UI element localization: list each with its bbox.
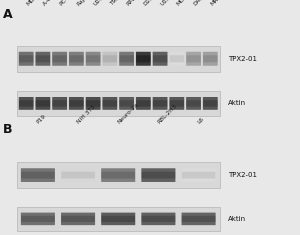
- Text: TPX2-01: TPX2-01: [228, 172, 257, 178]
- FancyBboxPatch shape: [61, 213, 95, 225]
- FancyBboxPatch shape: [21, 172, 55, 179]
- FancyBboxPatch shape: [136, 97, 151, 110]
- FancyBboxPatch shape: [203, 100, 218, 107]
- FancyBboxPatch shape: [169, 97, 184, 110]
- FancyBboxPatch shape: [142, 216, 175, 222]
- Text: RPE1: RPE1: [126, 0, 140, 7]
- FancyBboxPatch shape: [21, 216, 55, 222]
- FancyBboxPatch shape: [203, 97, 218, 110]
- FancyBboxPatch shape: [136, 52, 151, 66]
- Text: Raji: Raji: [76, 0, 87, 7]
- FancyBboxPatch shape: [169, 52, 184, 66]
- FancyBboxPatch shape: [69, 100, 83, 107]
- Text: PC-3: PC-3: [59, 0, 72, 7]
- Text: P19: P19: [36, 113, 47, 125]
- Text: DAOY: DAOY: [193, 0, 208, 7]
- FancyBboxPatch shape: [52, 100, 67, 107]
- FancyBboxPatch shape: [19, 55, 33, 62]
- Text: A-431: A-431: [42, 0, 58, 7]
- Text: D283: D283: [142, 0, 157, 7]
- FancyBboxPatch shape: [86, 52, 101, 66]
- FancyBboxPatch shape: [182, 213, 216, 225]
- FancyBboxPatch shape: [119, 52, 134, 66]
- FancyBboxPatch shape: [182, 216, 215, 222]
- FancyBboxPatch shape: [17, 162, 220, 188]
- Text: L6: L6: [196, 116, 205, 125]
- FancyBboxPatch shape: [101, 216, 135, 222]
- FancyBboxPatch shape: [86, 100, 100, 107]
- Text: Aktin: Aktin: [228, 100, 247, 106]
- Text: MCF7: MCF7: [176, 0, 191, 7]
- FancyBboxPatch shape: [86, 55, 100, 62]
- FancyBboxPatch shape: [101, 172, 135, 179]
- FancyBboxPatch shape: [103, 55, 117, 62]
- FancyBboxPatch shape: [186, 97, 201, 110]
- FancyBboxPatch shape: [17, 91, 220, 116]
- FancyBboxPatch shape: [182, 172, 215, 179]
- FancyBboxPatch shape: [182, 168, 216, 182]
- Text: TPX2-01: TPX2-01: [228, 56, 257, 62]
- FancyBboxPatch shape: [186, 55, 201, 62]
- Text: A: A: [3, 8, 13, 21]
- Text: MRC-5: MRC-5: [209, 0, 226, 7]
- FancyBboxPatch shape: [119, 55, 134, 62]
- FancyBboxPatch shape: [61, 216, 95, 222]
- FancyBboxPatch shape: [136, 55, 151, 62]
- FancyBboxPatch shape: [69, 55, 83, 62]
- FancyBboxPatch shape: [136, 100, 151, 107]
- FancyBboxPatch shape: [142, 172, 175, 179]
- FancyBboxPatch shape: [170, 55, 184, 62]
- Text: B: B: [3, 123, 13, 136]
- FancyBboxPatch shape: [61, 168, 95, 182]
- Text: Aktin: Aktin: [228, 216, 247, 222]
- FancyBboxPatch shape: [103, 100, 117, 107]
- Text: U2OS: U2OS: [92, 0, 107, 7]
- FancyBboxPatch shape: [36, 55, 50, 62]
- FancyBboxPatch shape: [119, 100, 134, 107]
- FancyBboxPatch shape: [52, 52, 67, 66]
- FancyBboxPatch shape: [36, 100, 50, 107]
- FancyBboxPatch shape: [141, 168, 175, 182]
- Text: NIH 3T3: NIH 3T3: [76, 104, 96, 125]
- FancyBboxPatch shape: [17, 46, 220, 72]
- FancyBboxPatch shape: [52, 97, 67, 110]
- FancyBboxPatch shape: [186, 100, 201, 107]
- FancyBboxPatch shape: [52, 55, 67, 62]
- Text: U138: U138: [159, 0, 174, 7]
- FancyBboxPatch shape: [119, 97, 134, 110]
- FancyBboxPatch shape: [86, 97, 101, 110]
- FancyBboxPatch shape: [69, 52, 84, 66]
- Text: MDA: MDA: [25, 0, 38, 7]
- FancyBboxPatch shape: [61, 172, 95, 179]
- FancyBboxPatch shape: [153, 100, 167, 107]
- FancyBboxPatch shape: [153, 55, 167, 62]
- FancyBboxPatch shape: [203, 55, 218, 62]
- FancyBboxPatch shape: [101, 213, 135, 225]
- FancyBboxPatch shape: [102, 97, 117, 110]
- FancyBboxPatch shape: [17, 207, 220, 231]
- FancyBboxPatch shape: [153, 97, 167, 110]
- FancyBboxPatch shape: [19, 100, 33, 107]
- FancyBboxPatch shape: [35, 52, 50, 66]
- FancyBboxPatch shape: [35, 97, 50, 110]
- FancyBboxPatch shape: [19, 97, 34, 110]
- Text: Neuro-2a: Neuro-2a: [116, 102, 139, 125]
- FancyBboxPatch shape: [102, 52, 117, 66]
- FancyBboxPatch shape: [21, 168, 55, 182]
- FancyBboxPatch shape: [19, 52, 34, 66]
- FancyBboxPatch shape: [101, 168, 135, 182]
- Text: RBL-2H3: RBL-2H3: [156, 103, 178, 125]
- FancyBboxPatch shape: [153, 52, 167, 66]
- Text: T98G: T98G: [109, 0, 124, 7]
- FancyBboxPatch shape: [186, 52, 201, 66]
- FancyBboxPatch shape: [170, 100, 184, 107]
- FancyBboxPatch shape: [203, 52, 218, 66]
- FancyBboxPatch shape: [21, 213, 55, 225]
- FancyBboxPatch shape: [141, 213, 175, 225]
- FancyBboxPatch shape: [69, 97, 84, 110]
